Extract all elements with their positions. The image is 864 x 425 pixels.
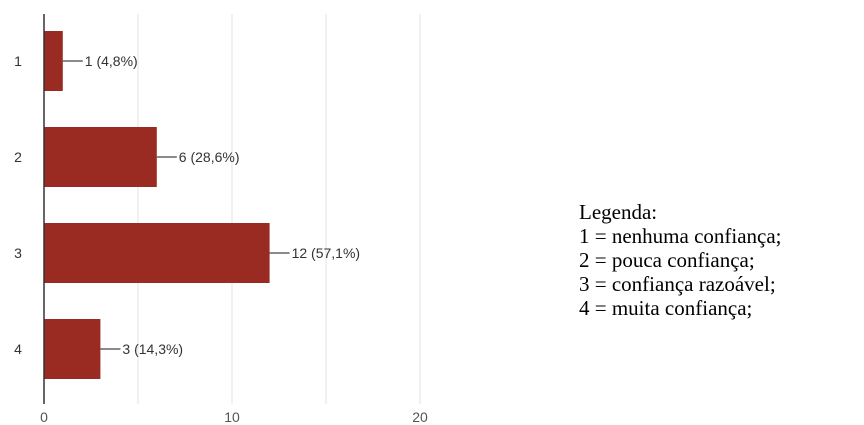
data-label-4: 3 (14,3%) <box>122 341 183 357</box>
y-tick-label-3: 3 <box>14 245 22 261</box>
legend-item-3: 3 = confiança razoável; <box>579 272 864 296</box>
legend-item-1: 1 = nenhuma confiança; <box>579 224 864 248</box>
bar-chart: 1 (4,8%) 1 6 (28,6%) 2 12 (57,1%) 3 3 (14,3%) 4… <box>0 0 470 425</box>
y-tick-label-4: 4 <box>14 341 22 357</box>
x-tick-label-20: 20 <box>412 409 428 425</box>
data-label-3: 12 (57,1%) <box>292 245 360 261</box>
bar-4 <box>44 319 100 379</box>
bar-3 <box>44 223 270 283</box>
y-tick-label-1: 1 <box>14 53 22 69</box>
legend-item-4: 4 = muita confiança; <box>579 296 864 320</box>
bar-1 <box>44 31 63 91</box>
y-tick-label-2: 2 <box>14 149 22 165</box>
bar-2 <box>44 127 157 187</box>
legend-title: Legenda: <box>579 200 864 224</box>
data-label-1: 1 (4,8%) <box>85 53 138 69</box>
legend-item-2: 2 = pouca confiança; <box>579 248 864 272</box>
x-tick-label-0: 0 <box>40 409 48 425</box>
x-tick-label-10: 10 <box>224 409 240 425</box>
legend-box: Legenda: 1 = nenhuma confiança; 2 = pouc… <box>579 200 864 320</box>
data-label-2: 6 (28,6%) <box>179 149 240 165</box>
